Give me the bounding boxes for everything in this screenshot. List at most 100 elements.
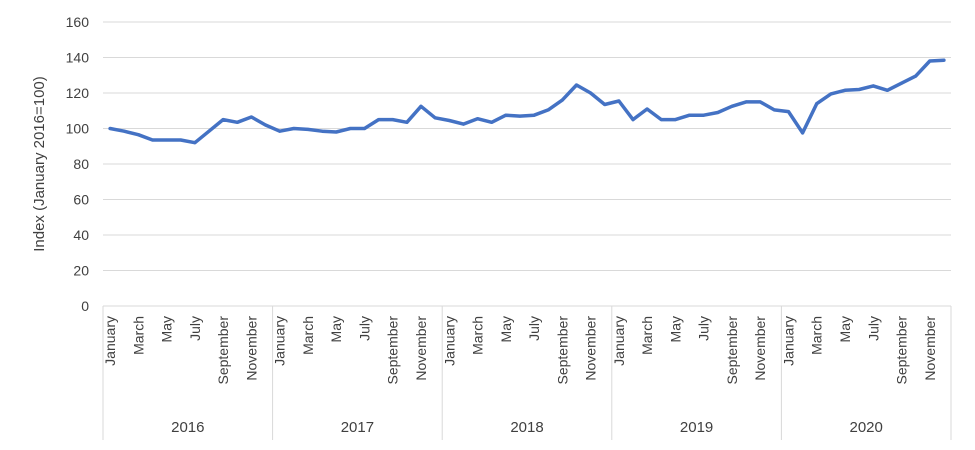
- data-point: [292, 127, 296, 130]
- data-point: [589, 91, 593, 95]
- data-point: [179, 138, 183, 142]
- data-point: [504, 113, 508, 117]
- y-tick-label: 140: [66, 50, 90, 66]
- data-point: [150, 138, 154, 142]
- data-point: [772, 108, 776, 112]
- y-axis-ticks: 0 20 40 60 80 100 120 140 160: [66, 14, 90, 314]
- year-label: 2019: [680, 419, 713, 436]
- data-point: [377, 118, 381, 122]
- x-tick-label: November: [413, 316, 429, 381]
- x-tick-label: November: [922, 316, 938, 381]
- data-point: [278, 129, 282, 133]
- data-point: [136, 133, 140, 137]
- x-tick-label: May: [328, 316, 344, 342]
- x-tick-label: March: [300, 316, 316, 355]
- data-point: [419, 104, 423, 108]
- data-point: [348, 127, 352, 130]
- x-tick-label: May: [498, 316, 514, 342]
- year-label: 2016: [171, 419, 204, 436]
- data-point: [207, 129, 211, 133]
- data-point: [476, 117, 480, 121]
- gridlines: [103, 21, 951, 307]
- data-point: [900, 81, 904, 85]
- data-point: [843, 88, 847, 92]
- data-point: [532, 113, 536, 117]
- data-point: [716, 111, 720, 115]
- data-point: [249, 115, 253, 119]
- x-tick-label: September: [215, 316, 231, 385]
- data-point: [645, 107, 649, 111]
- x-tick-label: November: [583, 316, 599, 381]
- y-tick-label: 60: [73, 192, 89, 208]
- x-tick-label: March: [130, 316, 146, 355]
- x-tick-label: November: [243, 316, 259, 381]
- data-point: [122, 129, 126, 133]
- data-point: [433, 116, 437, 120]
- series-line: [108, 58, 946, 145]
- x-tick-label: November: [752, 316, 768, 381]
- y-axis-title: Index (January 2016=100): [31, 76, 48, 252]
- data-point: [405, 120, 409, 124]
- year-label: 2018: [510, 419, 543, 436]
- x-tick-label: July: [356, 316, 372, 341]
- data-point: [801, 131, 805, 135]
- x-tick-label: July: [696, 316, 712, 341]
- x-tick-label: May: [837, 316, 853, 342]
- y-tick-label: 160: [66, 14, 90, 30]
- data-point: [673, 118, 677, 122]
- y-tick-label: 40: [73, 227, 89, 243]
- x-tick-label: September: [385, 316, 401, 385]
- x-tick-label: May: [159, 316, 175, 342]
- data-point: [928, 59, 932, 63]
- data-point: [871, 84, 875, 88]
- x-tick-label: July: [526, 316, 542, 341]
- data-point: [730, 104, 734, 108]
- data-point: [320, 129, 324, 133]
- data-point: [617, 99, 621, 103]
- data-point: [362, 127, 366, 130]
- y-tick-label: 0: [81, 298, 89, 314]
- x-tick-label: January: [272, 316, 288, 366]
- data-point: [546, 108, 550, 112]
- year-label: 2020: [850, 419, 883, 436]
- x-tick-label: January: [780, 316, 796, 366]
- data-point: [306, 127, 310, 131]
- data-point: [221, 118, 225, 122]
- x-tick-label: March: [809, 316, 825, 355]
- y-tick-label: 120: [66, 85, 90, 101]
- data-point: [942, 58, 946, 62]
- data-point: [461, 122, 465, 126]
- data-point: [560, 98, 564, 102]
- data-point: [659, 118, 663, 122]
- data-point: [631, 118, 635, 122]
- data-point: [688, 113, 692, 117]
- x-tick-label: July: [187, 316, 203, 341]
- data-point: [264, 123, 268, 127]
- series-layer: [108, 58, 946, 145]
- x-tick-label: July: [865, 316, 881, 341]
- data-point: [574, 83, 578, 87]
- data-point: [193, 141, 197, 145]
- x-tick-label: January: [611, 316, 627, 366]
- x-tick-label: March: [639, 316, 655, 355]
- data-point: [108, 127, 112, 130]
- data-point: [786, 110, 790, 114]
- x-tick-label: May: [667, 316, 683, 342]
- data-point: [603, 103, 607, 107]
- y-tick-label: 100: [66, 121, 90, 137]
- data-point: [490, 120, 494, 124]
- x-tick-label: September: [554, 316, 570, 385]
- data-point: [857, 87, 861, 91]
- data-point: [391, 118, 395, 122]
- x-tick-label: January: [441, 316, 457, 366]
- data-point: [165, 138, 169, 142]
- data-point: [518, 114, 522, 118]
- data-point: [744, 100, 748, 104]
- x-tick-label: September: [894, 316, 910, 385]
- data-point: [702, 113, 706, 117]
- y-tick-label: 20: [73, 263, 89, 279]
- data-point: [885, 88, 889, 92]
- y-tick-label: 80: [73, 156, 89, 172]
- data-point: [334, 130, 338, 134]
